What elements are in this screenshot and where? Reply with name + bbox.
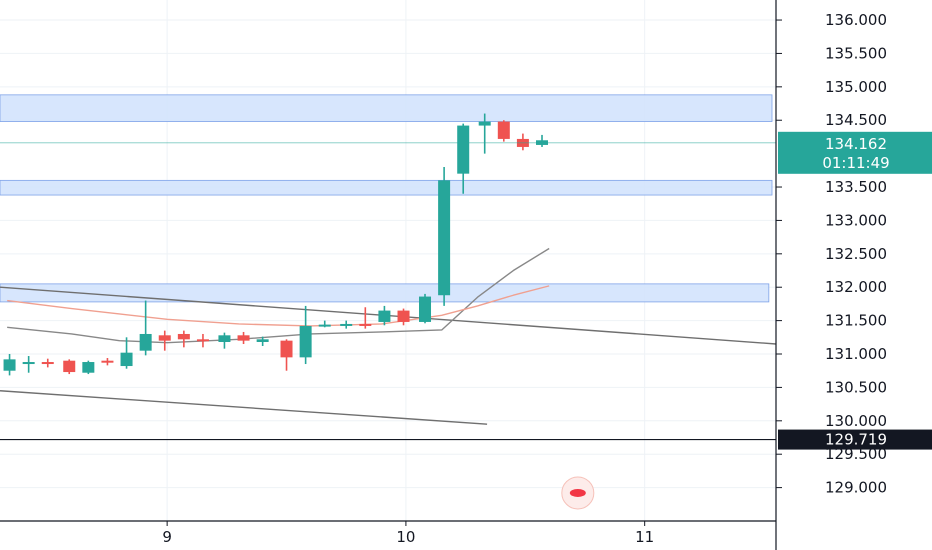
grid xyxy=(0,0,776,521)
candle-body xyxy=(101,360,114,363)
zones xyxy=(0,94,773,303)
candle[interactable] xyxy=(139,300,152,356)
candle-body xyxy=(299,325,312,358)
crosshair-price-label: 129.719 xyxy=(825,431,887,449)
candle-countdown-label: 01:11:49 xyxy=(822,154,889,172)
candle[interactable] xyxy=(158,330,171,351)
candle-body xyxy=(63,360,76,373)
price-tick-label: 131.500 xyxy=(825,312,887,330)
crosshair-price-badge: 129.719 xyxy=(778,429,932,450)
alert-marker[interactable] xyxy=(561,476,595,510)
candle[interactable] xyxy=(237,331,250,344)
candle[interactable] xyxy=(419,293,432,324)
candle[interactable] xyxy=(478,113,491,154)
price-axis-bg xyxy=(776,0,932,550)
candle-body xyxy=(41,362,54,365)
candle-body xyxy=(22,362,35,365)
candle[interactable] xyxy=(280,339,293,371)
candle[interactable] xyxy=(256,336,269,346)
price-tick-label: 130.500 xyxy=(825,378,887,396)
indicator-lines xyxy=(0,247,777,425)
candle[interactable] xyxy=(218,332,231,349)
price-tick-label: 131.000 xyxy=(825,345,887,363)
candle[interactable] xyxy=(438,166,451,306)
price-tick-label: 129.000 xyxy=(825,479,887,497)
candle[interactable] xyxy=(397,308,410,326)
candle[interactable] xyxy=(359,307,372,329)
candle-body xyxy=(318,324,331,327)
candle-body xyxy=(256,339,269,342)
candle-body xyxy=(139,333,152,351)
candle-body xyxy=(3,359,16,371)
candle-body xyxy=(280,340,293,358)
price-tick-label: 132.000 xyxy=(825,278,887,296)
price-tick-label: 129.500 xyxy=(825,445,887,463)
price-tick-label: 130.000 xyxy=(825,412,887,430)
candle[interactable] xyxy=(318,320,331,328)
trendline-1[interactable] xyxy=(0,390,488,425)
candle[interactable] xyxy=(82,360,95,375)
zone-rect-0[interactable] xyxy=(0,94,773,122)
candle[interactable] xyxy=(120,337,133,369)
candle[interactable] xyxy=(177,330,190,348)
price-tick-label: 132.500 xyxy=(825,245,887,263)
candle[interactable] xyxy=(41,358,54,368)
price-tick-label: 136.000 xyxy=(825,11,887,29)
candle-body xyxy=(359,323,372,326)
crosshair-price-badge-bg xyxy=(778,429,932,450)
current-price-badge-bg xyxy=(778,131,932,174)
candle-body xyxy=(158,335,171,341)
candle[interactable] xyxy=(340,320,353,329)
candle-body xyxy=(397,310,410,322)
candle[interactable] xyxy=(63,359,76,375)
candle-body xyxy=(457,125,470,174)
zone-rect-2[interactable] xyxy=(0,283,770,303)
candle[interactable] xyxy=(378,305,391,326)
candle-body xyxy=(378,310,391,322)
candle[interactable] xyxy=(101,358,114,366)
candle[interactable] xyxy=(22,356,35,373)
candle[interactable] xyxy=(536,134,549,147)
candles xyxy=(3,113,549,376)
time-tick-label: 10 xyxy=(396,528,415,546)
candle-body xyxy=(419,296,432,322)
candle[interactable] xyxy=(299,305,312,365)
alert-marker-dot[interactable] xyxy=(569,488,586,497)
candle-body xyxy=(237,335,250,341)
candle-body xyxy=(218,335,231,342)
price-tick-label: 135.500 xyxy=(825,44,887,62)
price-tick-label: 133.000 xyxy=(825,211,887,229)
candle-body xyxy=(120,352,133,367)
candle[interactable] xyxy=(497,120,510,142)
candle[interactable] xyxy=(457,123,470,194)
candle[interactable] xyxy=(196,333,209,348)
price-tick-label: 133.500 xyxy=(825,178,887,196)
candle-body xyxy=(82,362,95,373)
candle-body xyxy=(497,121,510,139)
time-tick-label: 11 xyxy=(635,528,654,546)
time-tick-label: 9 xyxy=(162,528,172,546)
current-price-label: 134.162 xyxy=(825,135,887,153)
price-tick-label: 134.500 xyxy=(825,111,887,129)
price-lines xyxy=(0,142,776,441)
candle-body xyxy=(177,333,190,340)
price-tick-label: 135.000 xyxy=(825,78,887,96)
candle[interactable] xyxy=(516,133,529,151)
zone-rect-1[interactable] xyxy=(0,179,773,196)
candle-body xyxy=(438,180,451,296)
candle-body xyxy=(478,121,491,126)
candle-body xyxy=(340,323,353,326)
candle[interactable] xyxy=(3,354,16,376)
candle-body xyxy=(196,339,209,342)
